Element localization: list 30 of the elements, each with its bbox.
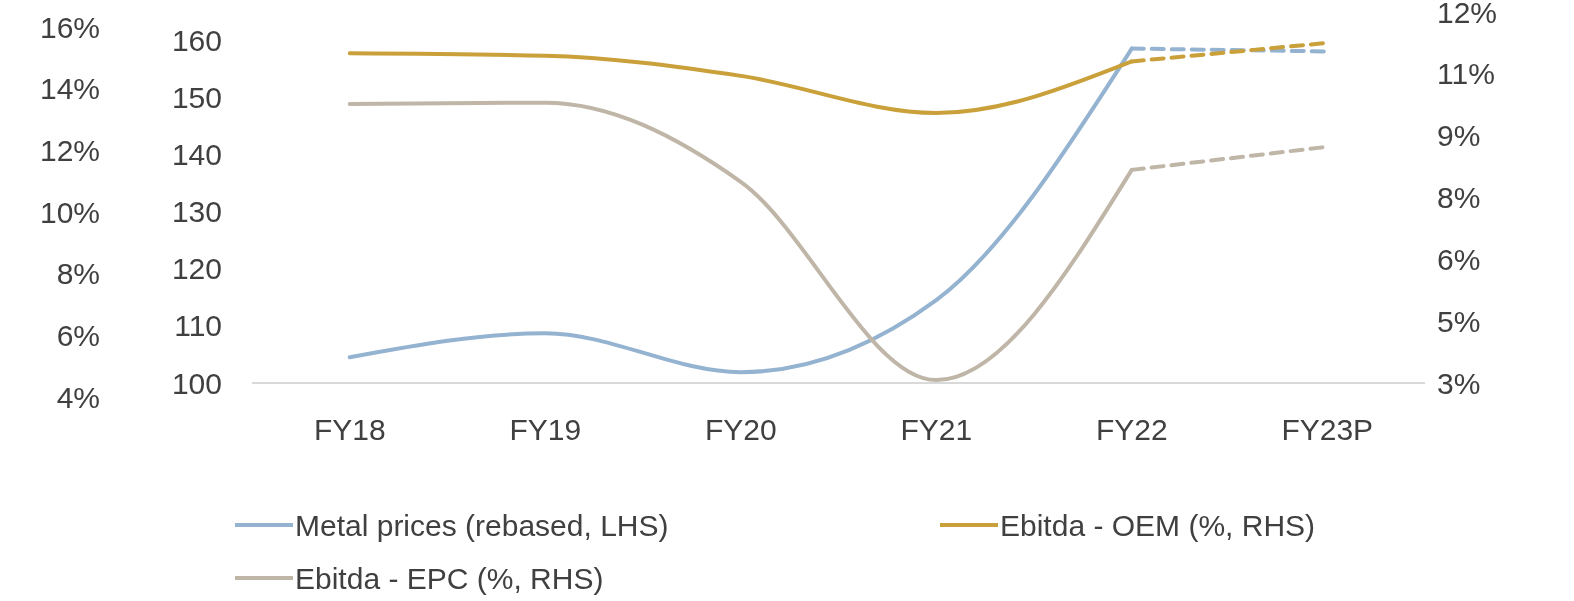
x-tick-label: FY23P bbox=[1281, 413, 1374, 446]
y2-tick-label: 6% bbox=[1437, 242, 1481, 276]
x-tick-label: FY18 bbox=[313, 413, 386, 446]
x-tick-label: FY20 bbox=[704, 413, 777, 446]
y-tick-label: 140 bbox=[171, 137, 222, 171]
y-tick-label: 150 bbox=[171, 80, 222, 114]
legend-label: Ebitda - EPC (%, RHS) bbox=[295, 561, 604, 595]
y2-tick-label: 8% bbox=[1437, 181, 1481, 214]
y3-tick-label: 4% bbox=[56, 380, 100, 414]
y-tick-label: 120 bbox=[171, 252, 222, 286]
y2-tick-label: 9% bbox=[1437, 119, 1481, 153]
y2-tick-label: 3% bbox=[1437, 366, 1481, 400]
x-tick-label: FY19 bbox=[509, 413, 582, 446]
legend-label: Ebitda - OEM (%, RHS) bbox=[1000, 508, 1316, 542]
y-tick-label: 100 bbox=[171, 366, 222, 400]
y-tick-label: 160 bbox=[171, 23, 222, 57]
y-tick-label: 130 bbox=[171, 195, 222, 228]
y3-tick-label: 12% bbox=[39, 133, 100, 167]
x-tick-label: FY21 bbox=[900, 413, 973, 446]
legend-label: Metal prices (rebased, LHS) bbox=[295, 508, 669, 542]
y2-tick-label: 12% bbox=[1437, 0, 1498, 29]
y2-tick-label: 5% bbox=[1437, 304, 1481, 338]
x-tick-label: FY22 bbox=[1095, 413, 1168, 446]
y3-tick-label: 16% bbox=[39, 10, 100, 44]
y3-tick-label: 6% bbox=[56, 318, 100, 352]
y3-tick-label: 10% bbox=[39, 195, 100, 229]
y-tick-label: 110 bbox=[174, 309, 222, 343]
y3-tick-label: 14% bbox=[39, 72, 100, 106]
y2-tick-label: 11% bbox=[1437, 57, 1495, 91]
y3-tick-label: 8% bbox=[56, 257, 100, 291]
